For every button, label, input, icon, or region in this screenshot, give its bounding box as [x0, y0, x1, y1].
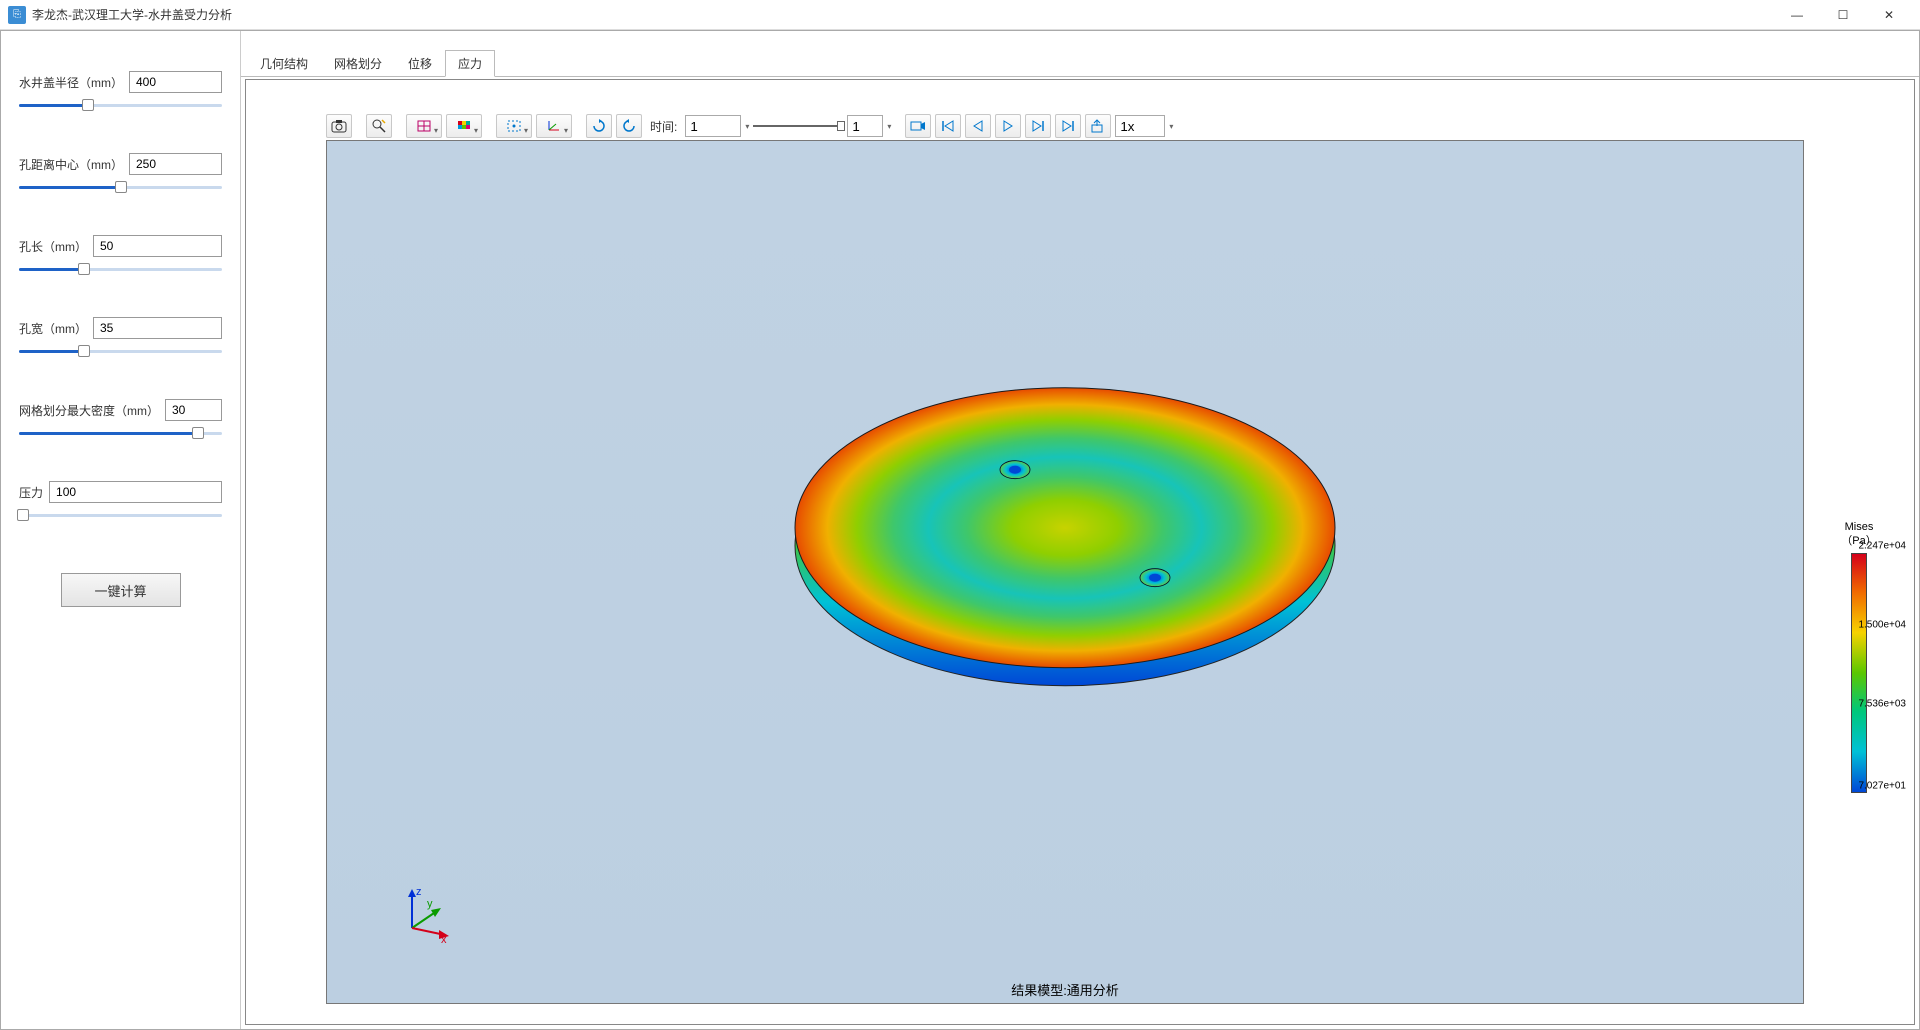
- param-label: 压力: [19, 484, 43, 501]
- zoom-select-button[interactable]: [366, 114, 392, 138]
- results-panel: 几何结构网格划分位移应力 时间: ▾ ▾: [241, 31, 1919, 1029]
- param-input[interactable]: [129, 71, 222, 93]
- screenshot-button[interactable]: [326, 114, 352, 138]
- calculate-button[interactable]: 一键计算: [61, 573, 181, 607]
- colormap-button[interactable]: [446, 114, 482, 138]
- export-button[interactable]: [1085, 114, 1111, 138]
- render-mode-button[interactable]: [406, 114, 442, 138]
- param-0: 水井盖半径（mm）: [19, 71, 222, 113]
- parameter-panel: 水井盖半径（mm） 孔距离中心（mm） 孔长（mm） 孔宽（mm）: [1, 31, 241, 1029]
- 3d-viewport[interactable]: z y x 结果模型:通用分析: [326, 140, 1804, 1004]
- play-button[interactable]: [995, 114, 1021, 138]
- axis-y-label: y: [427, 898, 433, 910]
- minimize-button[interactable]: —: [1774, 0, 1820, 30]
- param-slider[interactable]: [19, 261, 222, 277]
- time-input[interactable]: [685, 115, 741, 137]
- axes-button[interactable]: [536, 114, 572, 138]
- frame-input[interactable]: [847, 115, 883, 137]
- legend-title-1: Mises: [1845, 521, 1874, 533]
- legend-tick: 7.536e+03: [1858, 699, 1906, 710]
- param-label: 水井盖半径（mm）: [19, 74, 123, 91]
- legend-tick: 7.027e+01: [1858, 781, 1906, 792]
- titlebar: ⎘ 李龙杰-武汉理工大学-水井盖受力分析 — ☐ ✕: [0, 0, 1920, 30]
- param-slider[interactable]: [19, 507, 222, 523]
- prev-frame-button[interactable]: [965, 114, 991, 138]
- param-label: 孔长（mm）: [19, 238, 87, 255]
- tab-应力[interactable]: 应力: [445, 50, 495, 77]
- rotate-ccw-button[interactable]: [616, 114, 642, 138]
- param-3: 孔宽（mm）: [19, 317, 222, 359]
- param-2: 孔长（mm）: [19, 235, 222, 277]
- axis-x-label: x: [441, 934, 447, 943]
- legend-tick: 2.247e+04: [1858, 541, 1906, 552]
- viewport-toolbar: 时间: ▾ ▾ ▾: [326, 112, 1173, 140]
- time-label: 时间:: [650, 118, 677, 135]
- selection-mode-button[interactable]: [496, 114, 532, 138]
- legend-tick: 1.500e+04: [1858, 620, 1906, 631]
- stress-disc: [785, 378, 1345, 713]
- window-body: 水井盖半径（mm） 孔距离中心（mm） 孔长（mm） 孔宽（mm）: [0, 30, 1920, 1030]
- app-icon: ⎘: [8, 6, 26, 24]
- param-5: 压力: [19, 481, 222, 523]
- first-frame-button[interactable]: [935, 114, 961, 138]
- viewport-container: 时间: ▾ ▾ ▾: [245, 79, 1915, 1025]
- tab-bar: 几何结构网格划分位移应力: [241, 51, 1919, 77]
- time-slider[interactable]: [753, 122, 843, 130]
- rotate-cw-button[interactable]: [586, 114, 612, 138]
- param-slider[interactable]: [19, 97, 222, 113]
- param-label: 孔距离中心（mm）: [19, 156, 123, 173]
- param-slider[interactable]: [19, 179, 222, 195]
- param-input[interactable]: [129, 153, 222, 175]
- axis-z-label: z: [416, 886, 422, 898]
- param-1: 孔距离中心（mm）: [19, 153, 222, 195]
- param-input[interactable]: [49, 481, 222, 503]
- record-button[interactable]: [905, 114, 931, 138]
- maximize-button[interactable]: ☐: [1820, 0, 1866, 30]
- tab-位移[interactable]: 位移: [395, 50, 445, 77]
- speed-input[interactable]: [1115, 115, 1165, 137]
- color-legend: Mises （Pa） 2.247e+041.500e+047.536e+037.…: [1812, 520, 1906, 793]
- param-slider[interactable]: [19, 425, 222, 441]
- axes-triad: z y x: [397, 883, 457, 943]
- param-slider[interactable]: [19, 343, 222, 359]
- last-frame-button[interactable]: [1055, 114, 1081, 138]
- window-title: 李龙杰-武汉理工大学-水井盖受力分析: [32, 6, 1774, 23]
- param-4: 网格划分最大密度（mm）: [19, 399, 222, 441]
- param-input[interactable]: [93, 235, 222, 257]
- tab-网格划分[interactable]: 网格划分: [321, 50, 395, 77]
- param-input[interactable]: [165, 399, 222, 421]
- next-frame-button[interactable]: [1025, 114, 1051, 138]
- tab-几何结构[interactable]: 几何结构: [247, 50, 321, 77]
- param-input[interactable]: [93, 317, 222, 339]
- result-model-title: 结果模型:通用分析: [1011, 980, 1119, 999]
- param-label: 孔宽（mm）: [19, 320, 87, 337]
- close-button[interactable]: ✕: [1866, 0, 1912, 30]
- param-label: 网格划分最大密度（mm）: [19, 402, 159, 419]
